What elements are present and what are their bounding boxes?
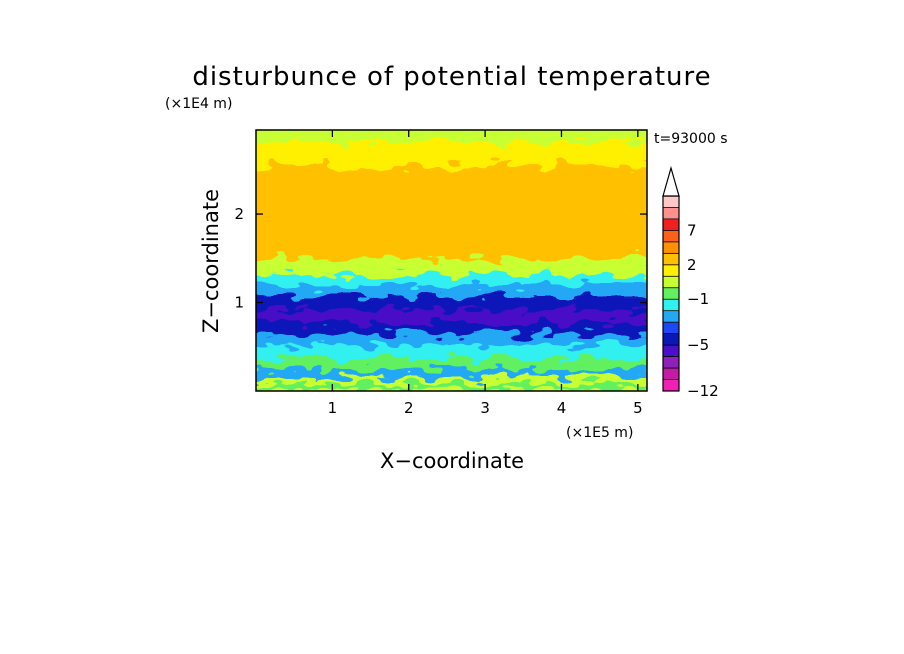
contour-band	[256, 205, 647, 224]
colorbar-segment	[663, 368, 679, 380]
plot-area	[256, 130, 647, 391]
colorbar-segment	[663, 230, 679, 243]
colorbar-segment	[663, 333, 679, 346]
contour-band	[256, 284, 647, 297]
chart-title: disturbunce of potential temperature	[192, 62, 711, 92]
contour-band	[256, 322, 647, 335]
x-axis-unit: (×1E5 m)	[566, 425, 633, 441]
colorbar-segment	[663, 241, 679, 254]
colorbar-segment	[663, 207, 679, 220]
x-tick-label: 1	[328, 399, 338, 417]
contour-band	[256, 295, 647, 310]
colorbar-label: 7	[687, 221, 697, 239]
colorbar-label: −1	[687, 290, 709, 308]
colorbar-segment	[663, 264, 679, 277]
y-axis: 12	[234, 205, 647, 312]
contour-band	[256, 240, 647, 259]
colorbar-segment	[663, 322, 679, 335]
x-tick-label: 5	[633, 399, 643, 417]
colorbar: −12−5−127	[662, 165, 719, 400]
time-label: t=93000 s	[654, 131, 728, 147]
x-tick-label: 2	[404, 399, 414, 417]
colorbar-segment	[663, 218, 679, 231]
contour-band	[256, 165, 647, 189]
contour-band	[256, 130, 647, 142]
x-axis-label: X−coordinate	[380, 449, 524, 473]
colorbar-segment	[663, 299, 679, 312]
contour-band	[256, 222, 647, 242]
colorbar-segment	[663, 287, 679, 300]
x-axis: 1 2 3 4 5	[328, 130, 643, 417]
colorbar-segment	[663, 196, 679, 208]
contour-band	[256, 357, 647, 370]
contour-band	[256, 344, 647, 359]
colorbar-segment	[663, 276, 679, 289]
contour-band	[256, 333, 647, 346]
y-tick-label: 1	[234, 294, 244, 312]
colorbar-label: −5	[687, 336, 709, 354]
contour-band	[256, 383, 647, 390]
colorbar-segment	[663, 379, 679, 392]
x-tick-label: 4	[557, 399, 567, 417]
contour-band	[256, 309, 647, 324]
colorbar-segment	[663, 345, 679, 357]
colorbar-label: −12	[687, 382, 719, 400]
contour-band	[256, 273, 647, 286]
colorbar-label: 2	[687, 256, 697, 274]
contour-band	[256, 388, 647, 391]
y-axis-unit: (×1E4 m)	[165, 96, 232, 112]
y-tick-label: 2	[234, 205, 244, 223]
contour-band	[256, 368, 647, 378]
y-axis-label: Z−coordinate	[199, 189, 223, 333]
contour-field	[256, 130, 647, 391]
contour-band	[256, 141, 647, 166]
contour-band	[256, 187, 647, 206]
contour-band	[256, 258, 647, 275]
colorbar-segment	[663, 253, 679, 266]
colorbar-segment	[663, 310, 679, 323]
x-tick-label: 3	[480, 399, 490, 417]
colorbar-extend-arrow	[662, 165, 680, 197]
colorbar-segment	[663, 356, 679, 369]
contour-band	[256, 376, 647, 385]
plot-frame	[255, 129, 648, 392]
